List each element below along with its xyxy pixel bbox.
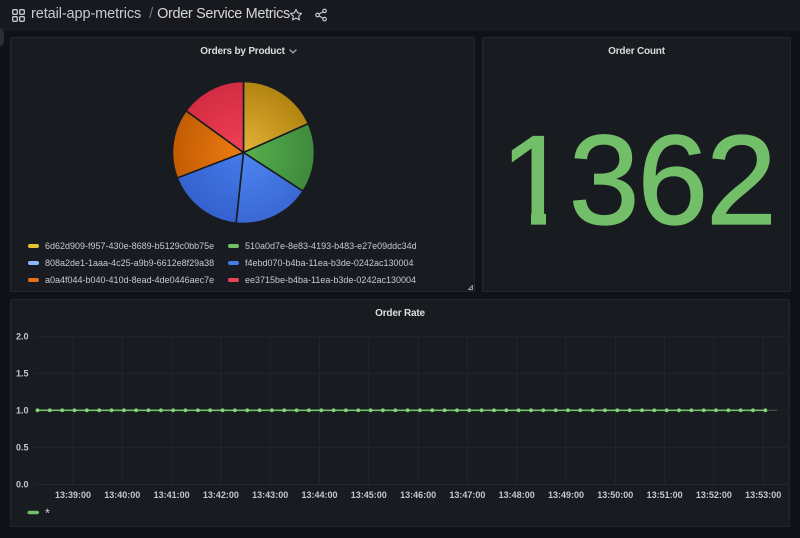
svg-text:13:48:00: 13:48:00 [499, 490, 535, 500]
svg-text:0.0: 0.0 [16, 480, 29, 490]
svg-text:13:51:00: 13:51:00 [647, 490, 683, 500]
svg-text:13:50:00: 13:50:00 [597, 490, 633, 500]
svg-text:13:39:00: 13:39:00 [55, 490, 91, 500]
svg-text:1.5: 1.5 [16, 368, 29, 378]
svg-text:13:53:00: 13:53:00 [745, 490, 781, 500]
svg-text:2.0: 2.0 [16, 331, 29, 341]
svg-text:1.0: 1.0 [16, 406, 29, 416]
svg-text:13:40:00: 13:40:00 [104, 490, 140, 500]
svg-text:13:41:00: 13:41:00 [154, 490, 190, 500]
svg-text:13:49:00: 13:49:00 [548, 490, 584, 500]
svg-text:13:44:00: 13:44:00 [301, 490, 337, 500]
svg-text:*: * [45, 507, 50, 521]
svg-text:0.5: 0.5 [16, 443, 29, 453]
svg-text:13:45:00: 13:45:00 [351, 490, 387, 500]
svg-text:13:42:00: 13:42:00 [203, 490, 239, 500]
svg-text:13:43:00: 13:43:00 [252, 490, 288, 500]
svg-text:13:47:00: 13:47:00 [449, 490, 485, 500]
svg-text:13:52:00: 13:52:00 [696, 490, 732, 500]
svg-text:13:46:00: 13:46:00 [400, 490, 436, 500]
